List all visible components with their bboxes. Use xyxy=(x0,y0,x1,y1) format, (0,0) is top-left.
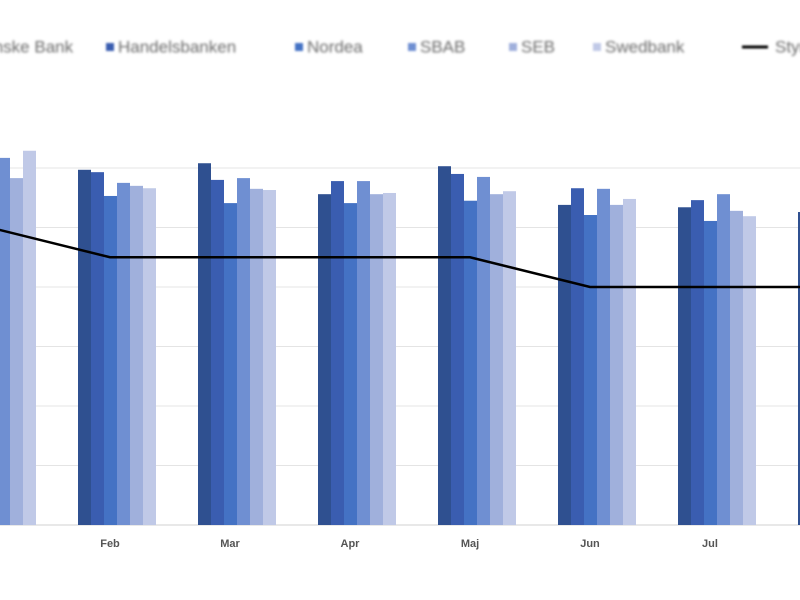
bar xyxy=(477,176,490,526)
legend-label: Danske Bank xyxy=(0,37,74,56)
bar xyxy=(503,191,516,525)
bar xyxy=(597,188,610,525)
bar xyxy=(730,210,743,525)
bar xyxy=(717,194,730,525)
bar xyxy=(571,188,584,526)
x-tick-label: Feb xyxy=(100,538,120,550)
x-tick-label: Mar xyxy=(220,538,240,550)
bar xyxy=(10,178,23,526)
bar xyxy=(237,178,250,526)
bar xyxy=(130,185,143,525)
bar xyxy=(143,188,156,526)
bar xyxy=(331,181,344,525)
bar xyxy=(91,172,104,526)
x-tick-label: Jul xyxy=(702,538,718,550)
legend-label: Handelsbanken xyxy=(118,37,236,56)
legend-label: Nordea xyxy=(307,37,363,56)
bar xyxy=(451,173,464,525)
bar xyxy=(224,203,237,526)
legend-label: SBAB xyxy=(420,37,465,56)
x-tick-label: Apr xyxy=(341,538,361,550)
legend-marker xyxy=(593,43,601,51)
bar xyxy=(438,166,451,525)
bar xyxy=(743,216,756,525)
bar xyxy=(383,192,396,526)
bar xyxy=(250,188,263,525)
bar xyxy=(558,204,571,525)
bar xyxy=(610,204,623,525)
bar xyxy=(0,157,10,525)
legend-label: SEB xyxy=(521,37,555,56)
legend-marker xyxy=(295,43,303,51)
x-tick-label: Jun xyxy=(580,538,600,550)
bar xyxy=(198,163,211,526)
bar xyxy=(623,198,636,525)
bar xyxy=(798,212,800,525)
bar xyxy=(357,181,370,525)
legend-label: Styrränta xyxy=(775,37,800,56)
bar xyxy=(344,203,357,526)
bar xyxy=(584,215,597,525)
bar xyxy=(318,194,331,525)
bar xyxy=(490,194,503,525)
legend-marker xyxy=(408,43,416,51)
legend-label: Swedbank xyxy=(605,37,685,56)
legend-marker xyxy=(509,43,517,51)
bar xyxy=(678,207,691,525)
line xyxy=(0,228,800,289)
legend-marker xyxy=(106,43,114,51)
bar xyxy=(211,179,224,525)
bar xyxy=(23,150,36,525)
bar xyxy=(704,220,717,525)
bar xyxy=(78,169,91,525)
bar xyxy=(691,200,704,525)
bar xyxy=(104,195,117,525)
bar xyxy=(464,200,477,525)
bar xyxy=(263,190,276,525)
bar xyxy=(117,182,130,525)
x-tick-label: Maj xyxy=(461,538,479,550)
bar xyxy=(370,194,383,525)
